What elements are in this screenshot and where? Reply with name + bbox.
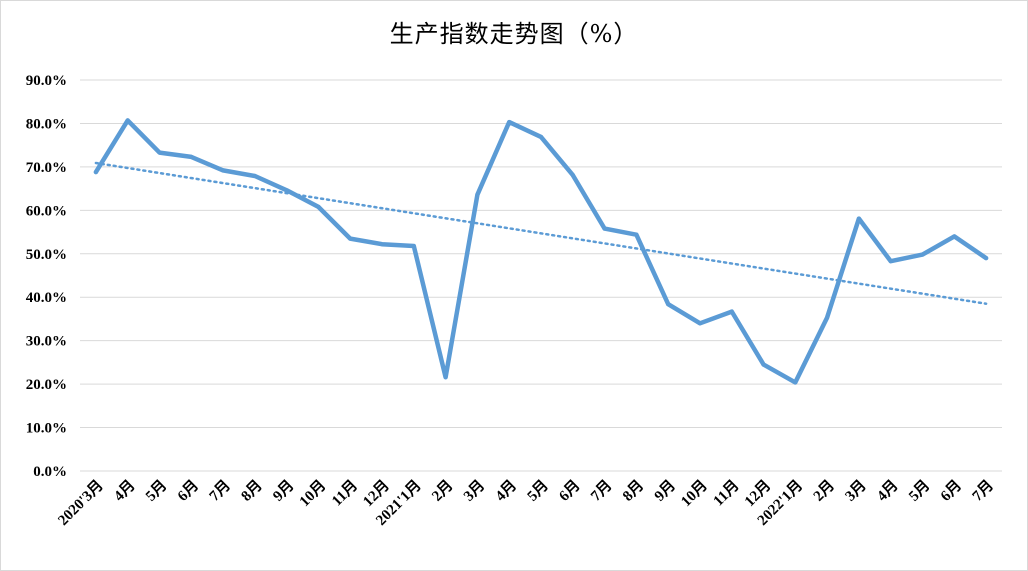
data-point (507, 120, 512, 125)
data-point (793, 380, 798, 385)
x-tick-label: 3月 (460, 477, 488, 505)
data-point (539, 134, 543, 139)
y-tick-label: 50.0% (26, 247, 67, 263)
y-tick-label: 30.0% (26, 334, 67, 350)
series-layer (93, 118, 989, 385)
x-tick-label: 6月 (937, 477, 965, 505)
data-point (411, 243, 416, 248)
y-tick-label: 10.0% (26, 421, 67, 437)
data-point (443, 375, 448, 380)
x-tick-label: 10月 (296, 477, 329, 510)
y-tick-labels: 0.0% 10.0% 20.0% 30.0% 40.0% 50.0% 60.0% 70.0% 8… (26, 73, 67, 480)
x-tick-label: 8月 (619, 477, 647, 505)
x-tick-label: 5月 (905, 477, 933, 505)
data-point (729, 309, 734, 314)
data-point (475, 192, 480, 197)
data-point (189, 154, 194, 159)
data-point (920, 252, 925, 257)
data-point (666, 302, 671, 307)
data-point (761, 362, 766, 367)
x-tick-label: 8月 (238, 477, 266, 505)
data-point (380, 242, 385, 247)
data-point (697, 321, 702, 326)
y-tick-label: 90.0% (26, 73, 67, 89)
data-point (125, 118, 130, 123)
x-tick-label: 4月 (874, 477, 902, 505)
data-point (157, 150, 162, 155)
x-tick-label: 5月 (142, 477, 170, 505)
data-point (634, 232, 639, 237)
data-point (856, 216, 861, 221)
series-line (93, 118, 989, 385)
x-tick-label: 11月 (328, 477, 361, 510)
data-point (570, 173, 575, 178)
data-point (221, 168, 226, 173)
data-point (348, 236, 353, 241)
y-tick-label: 70.0% (26, 160, 67, 176)
x-tick-label: 4月 (111, 477, 139, 505)
chart-title: 生产指数走势图（%） (389, 20, 639, 48)
data-point (984, 256, 989, 261)
data-point (93, 170, 98, 175)
x-tick-label: 6月 (174, 477, 202, 505)
x-tick-label: 2月 (810, 477, 838, 505)
y-tick-label: 80.0% (26, 116, 67, 132)
x-tick-label: 7月 (206, 477, 234, 505)
data-point (952, 234, 957, 239)
data-point (316, 204, 321, 209)
data-point (602, 226, 607, 231)
x-tick-label: 11月 (710, 477, 743, 510)
x-tick-label: 9月 (651, 477, 679, 505)
x-tick-label: 7月 (587, 477, 615, 505)
x-tick-label: 6月 (556, 477, 584, 505)
y-tick-label: 60.0% (26, 203, 67, 219)
data-point (252, 174, 257, 179)
x-tick-label: 3月 (842, 477, 870, 505)
x-tick-label: 4月 (492, 477, 520, 505)
data-point (284, 188, 289, 193)
x-tick-label: 2月 (429, 477, 457, 505)
x-tick-label: 2020'3月 (55, 477, 107, 529)
data-point (825, 315, 830, 320)
data-point (888, 259, 893, 264)
y-tick-label: 20.0% (26, 377, 67, 393)
x-tick-label: 5月 (524, 477, 552, 505)
y-tick-label: 0.0% (33, 464, 67, 480)
x-tick-label: 9月 (270, 477, 298, 505)
y-tick-label: 40.0% (26, 290, 67, 306)
x-tick-label: 10月 (678, 477, 711, 510)
x-tick-label: 7月 (969, 477, 997, 505)
